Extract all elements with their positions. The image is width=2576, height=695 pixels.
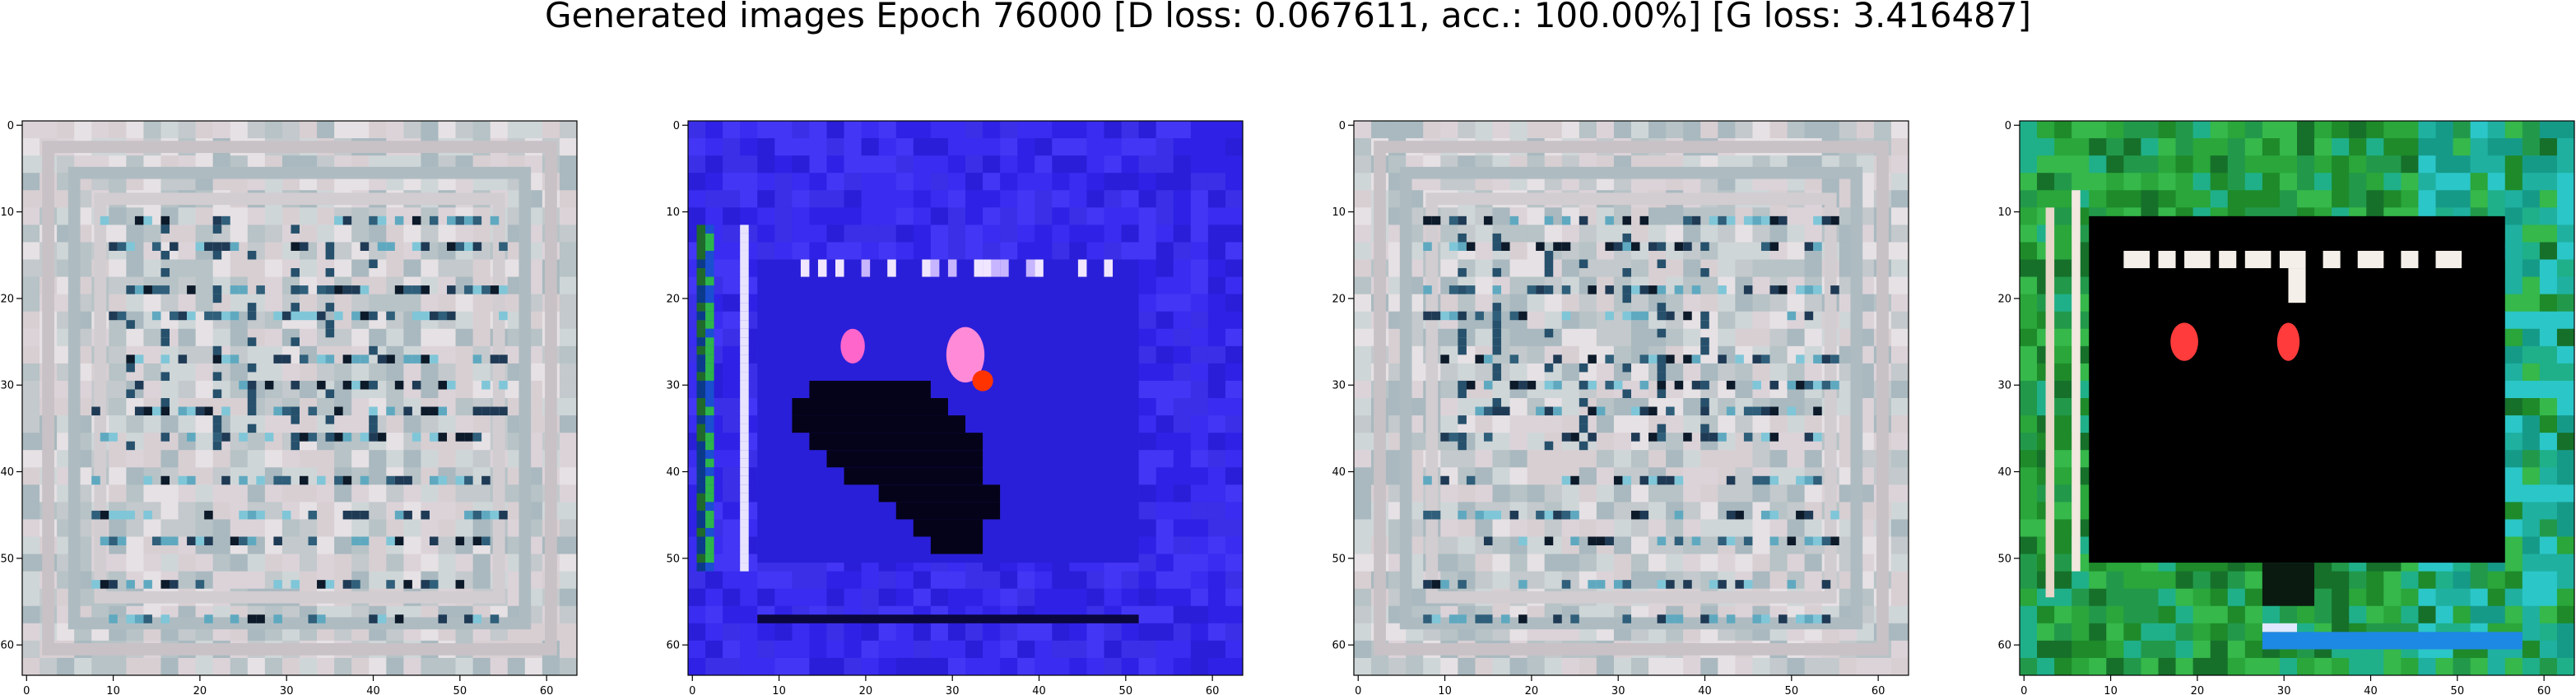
y-tick-label: 40 bbox=[1332, 466, 1346, 479]
x-tick-label: 10 bbox=[772, 685, 786, 695]
y-tick-label: 50 bbox=[0, 553, 14, 565]
y-tick-label: 20 bbox=[666, 293, 680, 305]
y-tick-label: 20 bbox=[0, 293, 14, 305]
magenta-spot bbox=[840, 329, 864, 364]
y-tick-label: 60 bbox=[1997, 640, 2011, 652]
red-spot-right bbox=[2277, 322, 2299, 360]
x-tick-label: 50 bbox=[2451, 685, 2465, 695]
subplot-4: 0 10 20 30 40 50 60 0 10 20 30 40 50 60 bbox=[1997, 120, 2574, 695]
x-tick-label: 10 bbox=[2104, 685, 2118, 695]
y-tick-label: 60 bbox=[0, 640, 14, 652]
x-tick-label: 60 bbox=[1872, 685, 1886, 695]
y-tick-label: 0 bbox=[2005, 120, 2011, 132]
subplot-1: 0 10 20 30 40 50 60 0 10 20 30 40 50 60 bbox=[0, 120, 577, 695]
x-tick-label: 60 bbox=[540, 685, 554, 695]
orange-spot bbox=[972, 370, 993, 391]
y-tick-label: 10 bbox=[0, 206, 14, 219]
blue-strip bbox=[2262, 632, 2523, 649]
x-tick-label: 40 bbox=[2364, 685, 2378, 695]
x-tick-label: 50 bbox=[1785, 685, 1799, 695]
y-tick-label: 20 bbox=[1332, 293, 1346, 305]
y-tick-label: 60 bbox=[666, 640, 680, 652]
y-tick-label: 20 bbox=[1997, 293, 2011, 305]
x-tick-label: 0 bbox=[23, 685, 30, 695]
x-tick-label: 30 bbox=[280, 685, 294, 695]
x-tick-label: 0 bbox=[689, 685, 695, 695]
x-tick-label: 10 bbox=[106, 685, 120, 695]
x-tick-label: 0 bbox=[1355, 685, 1361, 695]
red-spot-left bbox=[2170, 322, 2198, 360]
x-tick-label: 50 bbox=[453, 685, 467, 695]
x-tick-label: 30 bbox=[2277, 685, 2291, 695]
subplot-2: 0 10 20 30 40 50 60 0 10 20 30 40 50 60 bbox=[666, 120, 1243, 695]
x-tick-label: 20 bbox=[1525, 685, 1539, 695]
y-tick-label: 30 bbox=[1997, 380, 2011, 392]
x-tick-label: 30 bbox=[1611, 685, 1625, 695]
x-tick-label: 10 bbox=[1438, 685, 1452, 695]
x-tick-label: 30 bbox=[946, 685, 960, 695]
y-tick-label: 50 bbox=[1997, 553, 2011, 565]
y-tick-label: 30 bbox=[0, 380, 14, 392]
y-tick-label: 60 bbox=[1332, 640, 1346, 652]
y-tick-label: 0 bbox=[7, 120, 14, 132]
x-tick-label: 40 bbox=[1698, 685, 1712, 695]
subplot-3: 0 10 20 30 40 50 60 0 10 20 30 40 50 60 bbox=[1332, 120, 1909, 695]
y-tick-label: 10 bbox=[1332, 206, 1346, 219]
y-tick-label: 40 bbox=[0, 466, 14, 479]
y-tick-label: 40 bbox=[1997, 466, 2011, 479]
y-tick-label: 0 bbox=[1339, 120, 1346, 132]
x-tick-label: 40 bbox=[1032, 685, 1046, 695]
generated-image-2 bbox=[688, 121, 1244, 676]
y-tick-label: 30 bbox=[1332, 380, 1346, 392]
y-tick-label: 10 bbox=[1997, 206, 2011, 219]
generated-image-1 bbox=[22, 121, 578, 676]
x-tick-label: 60 bbox=[2537, 685, 2551, 695]
x-tick-label: 60 bbox=[1206, 685, 1220, 695]
y-tick-label: 40 bbox=[666, 466, 680, 479]
x-tick-label: 20 bbox=[859, 685, 873, 695]
y-tick-label: 30 bbox=[666, 380, 680, 392]
y-tick-label: 50 bbox=[1332, 553, 1346, 565]
x-tick-label: 40 bbox=[366, 685, 380, 695]
x-tick-label: 20 bbox=[2191, 685, 2205, 695]
y-tick-label: 10 bbox=[666, 206, 680, 219]
y-tick-label: 50 bbox=[666, 553, 680, 565]
generated-image-4 bbox=[2020, 121, 2575, 676]
x-tick-label: 50 bbox=[1119, 685, 1133, 695]
x-tick-label: 0 bbox=[2020, 685, 2027, 695]
generated-image-3 bbox=[1354, 121, 1909, 676]
y-tick-label: 0 bbox=[673, 120, 680, 132]
x-tick-label: 20 bbox=[193, 685, 207, 695]
